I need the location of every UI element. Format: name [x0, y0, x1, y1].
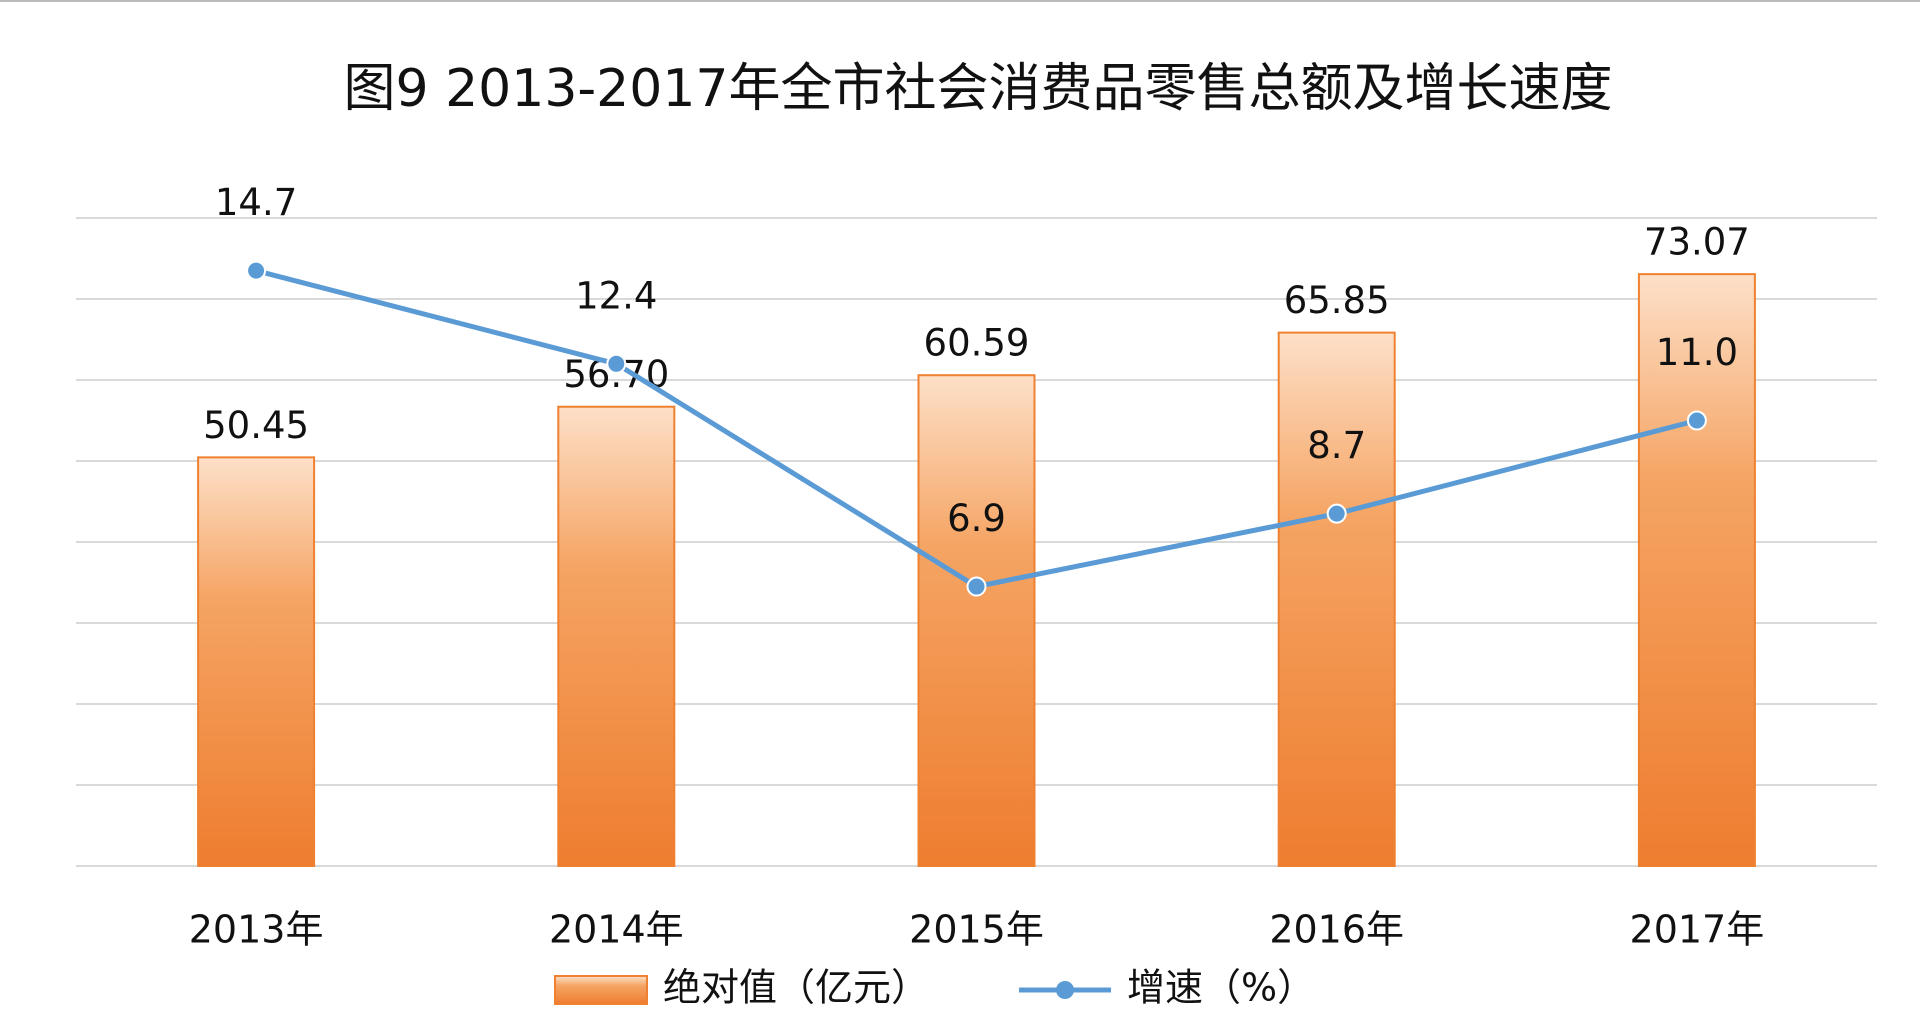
x-tick-label: 2013年	[189, 908, 324, 952]
bar	[917, 374, 1036, 867]
chart-title: 图9 2013-2017年全市社会消费品零售总额及增长速度	[343, 59, 1612, 119]
bar	[557, 405, 676, 867]
x-tick-label: 2015年	[909, 908, 1044, 952]
bar-value-label: 60.59	[924, 322, 1030, 365]
bar	[197, 456, 316, 867]
x-tick-label: 2016年	[1269, 908, 1404, 952]
bar	[1277, 331, 1396, 867]
line-value-label: 11.0	[1656, 331, 1738, 374]
line-value-label: 14.7	[215, 181, 297, 224]
line-point	[966, 576, 987, 597]
x-tick-label: 2017年	[1630, 908, 1765, 952]
x-tick-label: 2014年	[549, 908, 684, 952]
line-value-label: 8.7	[1307, 424, 1366, 467]
line-point	[1326, 503, 1347, 524]
line-value-label: 6.9	[947, 497, 1006, 540]
bar-value-label: 50.45	[203, 404, 309, 447]
bar-value-label: 65.85	[1284, 279, 1390, 322]
line-point	[606, 353, 627, 374]
bar-value-label: 73.07	[1644, 221, 1750, 264]
line-point	[1686, 410, 1707, 431]
legend-label: 绝对值（亿元）	[663, 966, 929, 1010]
bar	[1637, 273, 1756, 867]
legend-swatch	[1056, 981, 1075, 999]
line-point	[246, 260, 267, 281]
legend-swatch	[554, 975, 648, 1005]
legend-label: 增速（%）	[1127, 966, 1315, 1010]
line-value-label: 12.4	[575, 274, 657, 317]
